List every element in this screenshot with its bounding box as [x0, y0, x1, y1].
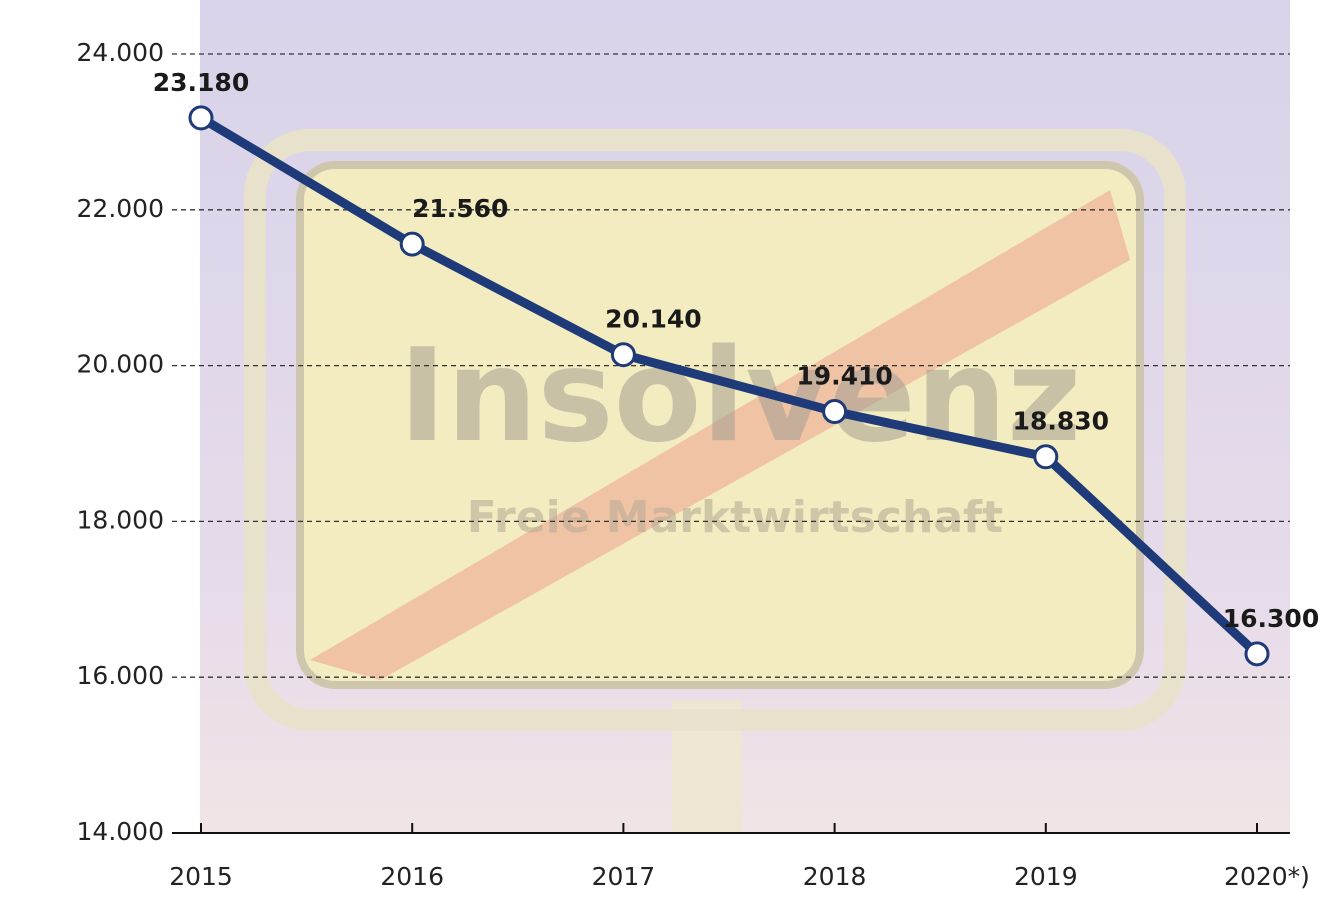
- background-photo: Insolvenz Freie Marktwirtschaft: [200, 0, 1290, 833]
- axes: 14.000 16.000 18.000 20.000 22.000 24.000 2015…: [77, 38, 1310, 891]
- x-tick-label: 2015: [169, 862, 233, 891]
- data-point: [822, 399, 848, 425]
- data-point: [188, 105, 214, 131]
- data-point: [399, 231, 425, 257]
- data-point: [1244, 641, 1270, 667]
- data-label: 18.830: [1013, 407, 1109, 436]
- sign-subtext: Freie Marktwirtschaft: [467, 492, 1003, 543]
- data-line: [198, 114, 1261, 658]
- y-tick-label: 14.000: [77, 817, 164, 846]
- data-label: 19.410: [796, 362, 892, 391]
- x-tick-label: 2017: [592, 862, 656, 891]
- data-label: 20.140: [605, 305, 701, 334]
- x-tick-label: 2019: [1014, 862, 1078, 891]
- y-tick-label: 16.000: [77, 661, 164, 690]
- data-point: [610, 342, 636, 368]
- plot: 23.180 21.560 20.140 19.410 18.830 16.300: [153, 68, 1319, 667]
- x-tick-label: 2020*): [1224, 862, 1310, 891]
- y-tick-label: 20.000: [77, 350, 164, 379]
- x-tick-label: 2016: [380, 862, 444, 891]
- data-label: 23.180: [153, 68, 249, 97]
- x-tick-label: 2018: [803, 862, 867, 891]
- data-point: [1033, 444, 1059, 470]
- data-label: 21.560: [412, 194, 508, 223]
- sign-text: Insolvenz: [399, 322, 1082, 471]
- data-label: 16.300: [1223, 604, 1319, 633]
- y-tick-label: 22.000: [77, 194, 164, 223]
- y-tick-label: 24.000: [77, 38, 164, 67]
- y-tick-label: 18.000: [77, 505, 164, 534]
